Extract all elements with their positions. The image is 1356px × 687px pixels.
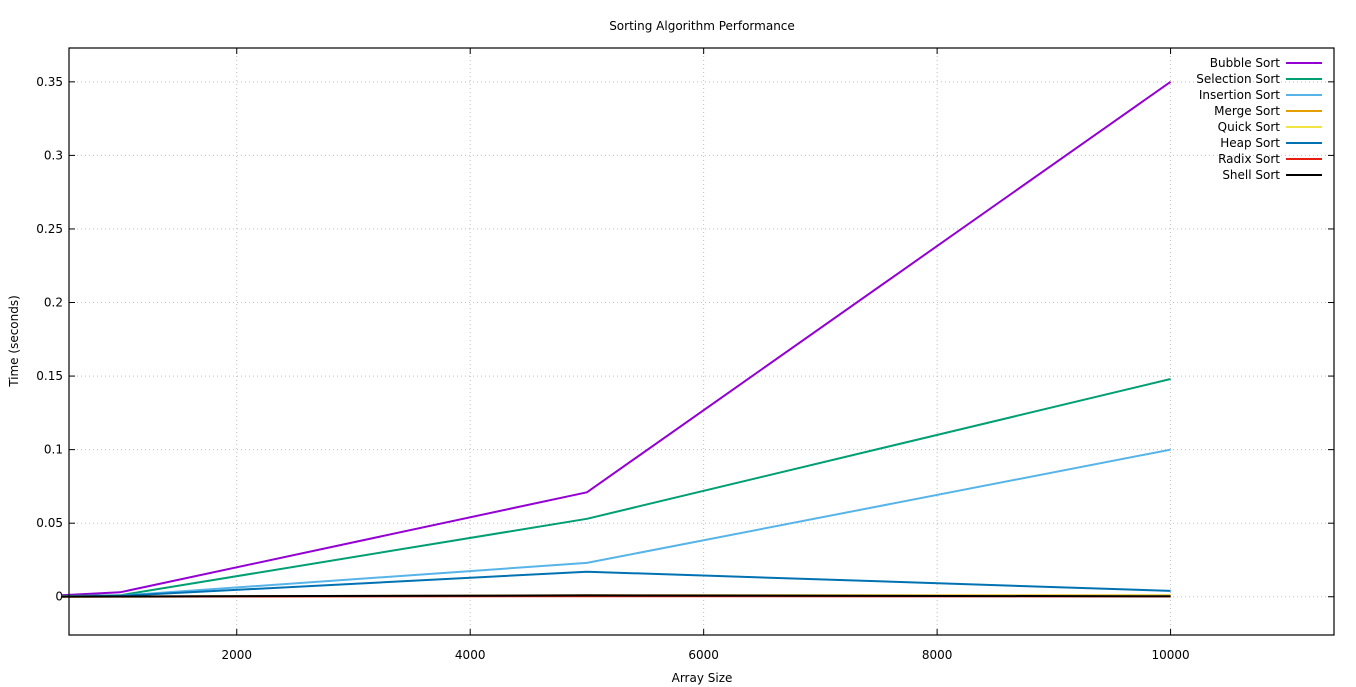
x-tick-label: 6000 bbox=[688, 648, 719, 662]
legend: Bubble Sort Selection Sort Insertion Sort M… bbox=[1196, 56, 1322, 182]
y-tick-label: 0.05 bbox=[36, 516, 63, 530]
legend-label: Insertion Sort bbox=[1199, 88, 1280, 102]
plot-frame bbox=[68, 47, 1335, 636]
legend-label: Merge Sort bbox=[1214, 104, 1280, 118]
y-tick-label: 0.25 bbox=[36, 222, 63, 236]
x-tick-label: 2000 bbox=[221, 648, 252, 662]
x-axis-label: Array Size bbox=[672, 671, 733, 685]
series-line-heap-sort bbox=[61, 570, 1171, 598]
legend-label: Selection Sort bbox=[1196, 72, 1280, 86]
y-tick-label: 0.15 bbox=[36, 369, 63, 383]
legend-label: Shell Sort bbox=[1222, 168, 1280, 182]
y-tick-label: 0.1 bbox=[44, 443, 63, 457]
legend-label: Radix Sort bbox=[1218, 152, 1280, 166]
legend-label: Heap Sort bbox=[1220, 136, 1280, 150]
y-tick-label: 0.3 bbox=[44, 148, 63, 162]
y-tick-label: 0.35 bbox=[36, 75, 63, 89]
legend-label: Quick Sort bbox=[1218, 120, 1281, 134]
x-axis-tick-labels: 2000 4000 6000 8000 10000 bbox=[221, 648, 1189, 662]
x-tick-label: 4000 bbox=[455, 648, 486, 662]
series-lines bbox=[61, 80, 1172, 598]
series-line-bubble-sort bbox=[61, 80, 1172, 597]
axis-ticks bbox=[69, 48, 1334, 635]
chart-title: Sorting Algorithm Performance bbox=[609, 19, 795, 33]
x-tick-label: 8000 bbox=[922, 648, 953, 662]
x-tick-label: 10000 bbox=[1151, 648, 1189, 662]
series-line-shell-sort bbox=[61, 594, 1171, 598]
y-axis-tick-labels: 0 0.05 0.1 0.15 0.2 0.25 0.3 0.35 bbox=[36, 75, 63, 604]
y-tick-label: 0 bbox=[55, 590, 63, 604]
grid-lines bbox=[69, 48, 1334, 635]
legend-label: Bubble Sort bbox=[1210, 56, 1280, 70]
y-axis-label: Time (seconds) bbox=[7, 295, 21, 388]
series-line-selection-sort bbox=[61, 378, 1171, 597]
y-tick-label: 0.2 bbox=[44, 296, 63, 310]
